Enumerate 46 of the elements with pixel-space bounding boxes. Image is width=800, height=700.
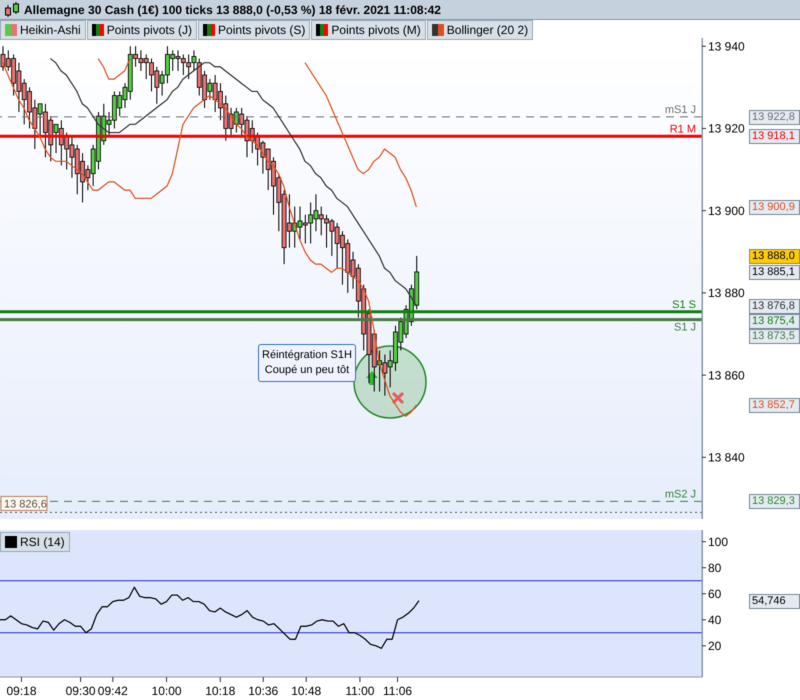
ref-line-label: S1 J	[674, 322, 696, 334]
y-tick-label: 60	[708, 587, 722, 602]
legend-label: Heikin-Ashi	[0, 20, 86, 40]
y-tick-label: 13 860	[708, 368, 746, 382]
legend-label: RSI (14)	[0, 532, 70, 552]
y-tick-label: 13 940	[708, 39, 746, 54]
x-tick-label: 09:42	[98, 684, 128, 698]
x-tick-label: 10:48	[291, 684, 322, 698]
annotation: Réintégration S1H Coupé un peu tôt	[261, 348, 353, 378]
ref-line-label: mS2 J	[664, 488, 696, 500]
text: Points pivots (M)	[311, 20, 426, 40]
text: 13 918,1	[749, 129, 800, 144]
chart-title: Allemagne 30 Cash (1€) 100 ticks 13 888,0 (-0,53 %) 18 févr. 2021 11:08:42	[24, 2, 441, 16]
x-tick-label: 11:06	[382, 684, 412, 698]
y-tick-label: 13 900	[708, 204, 746, 218]
ref-line-label: R1 M	[670, 123, 696, 136]
y-tick-label: 100	[708, 534, 728, 549]
text: 13 852,7	[749, 398, 800, 414]
text: 13 873,5	[749, 329, 800, 344]
x-tick-label: 10:36	[248, 684, 279, 698]
ref-line-label: S1 S	[672, 298, 696, 311]
y-tick-label: 13 920	[708, 122, 746, 136]
text: Points pivots (J)	[86, 20, 198, 40]
text: 13 888,0	[749, 248, 800, 264]
y-tick-label: 13 840	[708, 450, 746, 465]
line-series	[0, 586, 420, 649]
text: 13 875,4	[749, 314, 800, 330]
text: 13 876,8	[749, 299, 800, 314]
text: 54,746	[749, 594, 800, 609]
text: 13 900,9	[749, 200, 800, 215]
x-tick-label: 10:18	[205, 684, 236, 698]
ref-line-label: mS1 J	[664, 104, 696, 116]
x-tick-label: 09:18	[6, 684, 37, 698]
x-tick-label: 11:00	[345, 684, 375, 698]
text: Points pivots (S)	[198, 20, 310, 40]
y-tick-label: 13 880	[708, 286, 746, 300]
x-tick-label: 10:00	[152, 684, 182, 698]
legend-label: Bollinger (20 2)	[426, 20, 534, 40]
y-tick-label: 40	[708, 613, 722, 628]
ref-line-label: 13 826,6	[4, 498, 47, 510]
text: 13 922,8	[749, 110, 800, 125]
text: 13 885,1	[749, 264, 800, 280]
y-tick-label: 80	[708, 560, 722, 575]
y-tick-label: 20	[708, 639, 722, 654]
text: 13 829,3	[749, 494, 800, 510]
x-tick-label: 09:30	[66, 684, 96, 698]
